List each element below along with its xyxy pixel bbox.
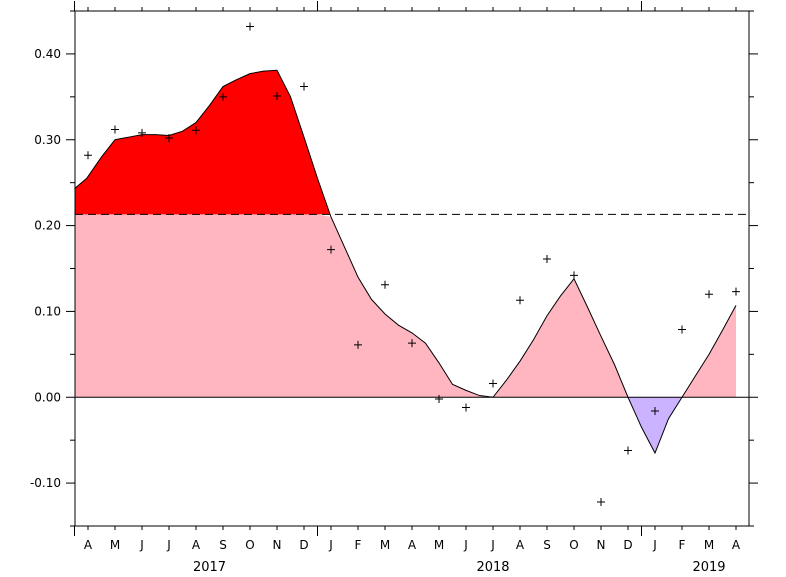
x-month-label-10: F <box>355 538 362 552</box>
y-tick-label-2: 0.10 <box>34 304 61 318</box>
x-month-label-12: A <box>408 538 417 552</box>
data-point-20 <box>624 446 632 455</box>
monthly-markers <box>84 22 740 506</box>
y-tick-label-3: 0.20 <box>34 219 61 233</box>
data-point-18 <box>570 271 578 280</box>
data-point-9 <box>327 245 335 254</box>
data-point-6 <box>246 22 254 31</box>
data-point-24 <box>732 287 740 296</box>
x-month-label-22: F <box>679 538 686 552</box>
x-year-label-2: 2019 <box>692 560 725 575</box>
data-point-22 <box>678 325 686 334</box>
x-month-label-19: N <box>597 538 606 552</box>
y-axis: -0.10 0.00 0.10 0.20 0.30 0.40 <box>30 10 758 527</box>
data-point-7 <box>273 91 281 100</box>
x-month-label-6: O <box>245 538 254 552</box>
x-month-label-17: S <box>543 538 551 552</box>
data-point-19 <box>597 497 605 506</box>
x-month-label-24: A <box>732 538 741 552</box>
x-month-label-20: D <box>623 538 632 552</box>
x-month-label-9: J <box>328 538 333 552</box>
data-point-15 <box>489 379 497 388</box>
data-point-12 <box>408 339 416 348</box>
x-month-label-4: A <box>192 538 201 552</box>
x-year-label-0: 2017 <box>193 560 226 575</box>
above-threshold-fill-0 <box>74 70 331 215</box>
data-point-1 <box>111 125 119 134</box>
positive-fill-1 <box>682 305 736 398</box>
data-point-16 <box>516 296 524 305</box>
x-month-label-18: O <box>569 538 578 552</box>
x-month-label-15: J <box>490 538 495 552</box>
area-fills <box>74 70 736 454</box>
data-point-8 <box>300 82 308 91</box>
x-axis: A M J J A S O N D J F M A M J J A S O N D J F M A 2017 2018 2019 <box>74 1 741 575</box>
x-month-label-1: M <box>110 538 120 552</box>
smoothed-series <box>74 69 737 455</box>
data-point-14 <box>462 403 470 412</box>
x-month-label-16: A <box>516 538 525 552</box>
data-point-10 <box>354 340 362 349</box>
positive-fill-0 <box>74 214 628 398</box>
data-point-21 <box>651 406 659 415</box>
data-point-17 <box>543 255 551 264</box>
x-month-label-2: J <box>139 538 144 552</box>
data-point-23 <box>705 290 713 299</box>
x-month-label-14: J <box>463 538 468 552</box>
data-point-11 <box>381 280 389 289</box>
y-tick-label-1: 0.00 <box>34 390 61 404</box>
x-month-label-23: M <box>704 538 714 552</box>
x-month-label-5: S <box>219 538 227 552</box>
data-point-0 <box>84 151 92 160</box>
x-month-label-3: J <box>166 538 171 552</box>
data-point-2 <box>138 128 146 137</box>
y-tick-label-0: -0.10 <box>30 476 61 490</box>
data-point-13 <box>435 394 443 403</box>
data-point-3 <box>165 134 173 143</box>
x-month-label-8: D <box>299 538 308 552</box>
x-month-label-0: A <box>84 538 93 552</box>
data-point-5 <box>219 92 227 101</box>
x-month-label-11: M <box>380 538 390 552</box>
smoothed-line <box>74 69 737 455</box>
y-tick-label-5: 0.40 <box>34 47 61 61</box>
negative-fill-1 <box>628 397 682 454</box>
x-month-label-13: M <box>434 538 444 552</box>
x-year-label-1: 2018 <box>476 560 509 575</box>
x-month-label-7: N <box>273 538 282 552</box>
x-month-label-21: J <box>652 538 657 552</box>
data-point-4 <box>192 126 200 135</box>
y-tick-label-4: 0.30 <box>34 133 61 147</box>
